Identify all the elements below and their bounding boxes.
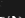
Text: 55: 55 (0, 2, 25, 18)
Text: 12: 12 (1, 0, 25, 18)
Text: 46: 46 (0, 0, 25, 16)
Text: 20: 20 (2, 0, 25, 18)
Bar (11, 7, 16, 9)
Text: 50: 50 (0, 0, 24, 18)
Text: 18: 18 (2, 0, 25, 18)
Text: 22: 22 (1, 0, 25, 18)
Text: 21: 21 (0, 0, 25, 17)
Text: 30: 30 (0, 0, 25, 17)
Text: 10: 10 (0, 0, 25, 17)
Text: 53: 53 (0, 0, 24, 18)
Bar (14, 8, 15, 9)
